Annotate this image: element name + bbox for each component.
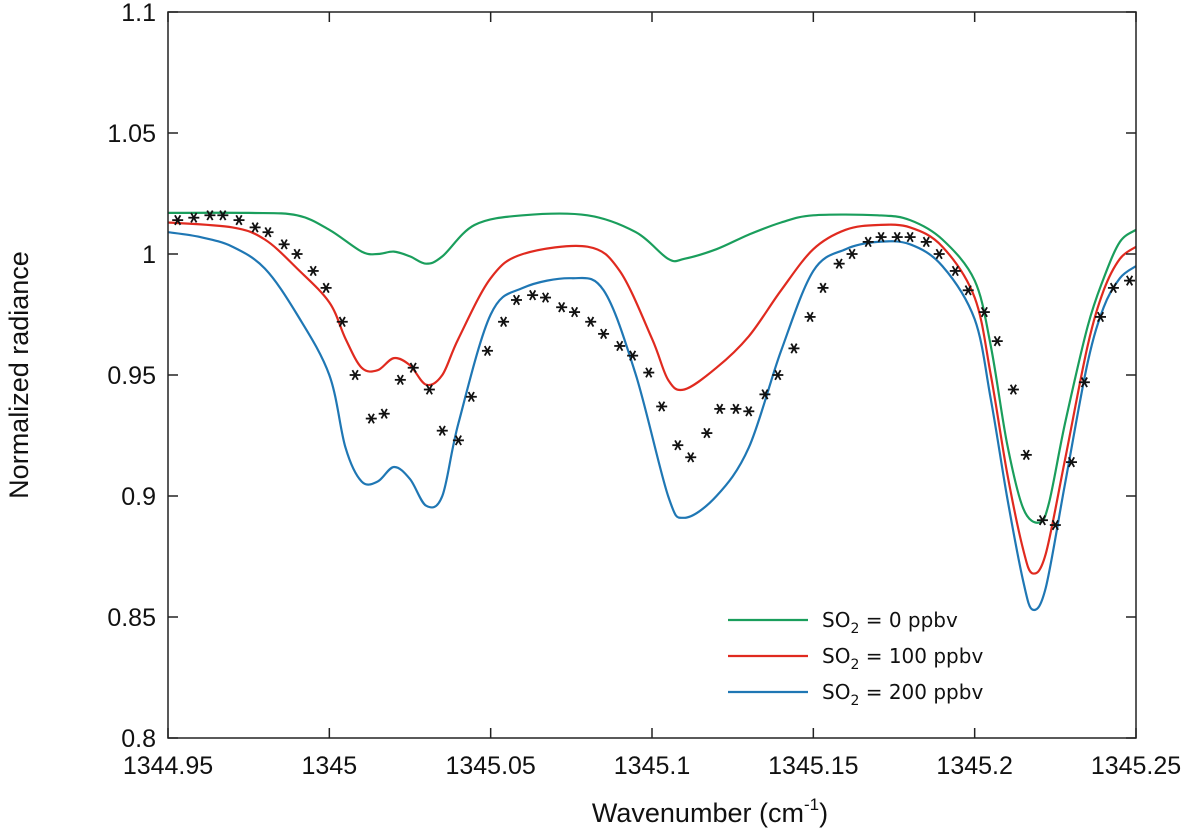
x-tick-label: 1344.95: [123, 752, 213, 780]
observation-point: [772, 369, 784, 381]
observation-point: [1078, 377, 1090, 388]
observation-point: [643, 367, 655, 378]
observation-point: [510, 294, 522, 306]
observation-point: [423, 384, 435, 395]
observation-point: [188, 212, 200, 223]
observation-point: [452, 435, 464, 446]
observation-point: [804, 311, 816, 323]
observation-point: [1036, 514, 1048, 526]
observation-point: [465, 391, 477, 402]
observation-point: [1065, 456, 1077, 468]
observation-point: [743, 406, 755, 417]
x-axis: 1344.95 1345 1345.05 1345.1 1345.15 1345.2 134…: [123, 12, 1181, 780]
observation-point: [1049, 519, 1061, 531]
y-tick-label: 0.85: [107, 604, 156, 632]
observation-point: [891, 231, 903, 243]
observation-point: [730, 403, 742, 415]
observation-point: [394, 374, 406, 386]
observation-point: [933, 248, 945, 260]
x-tick-label: 1345.05: [445, 752, 535, 780]
observation-point: [291, 248, 303, 260]
observation-point: [759, 389, 771, 400]
observation-point: [598, 328, 610, 340]
observation-point: [365, 413, 377, 424]
observation-point: [978, 306, 990, 318]
x-tick-label: 1345: [302, 752, 358, 780]
x-tick-label: 1345.15: [768, 752, 858, 780]
observation-point: [1095, 311, 1107, 323]
observation-point: [991, 335, 1003, 347]
observation-point: [349, 369, 361, 381]
observation-point: [656, 401, 668, 412]
y-tick-label: 1: [142, 241, 156, 269]
observation-point: [407, 362, 419, 373]
observation-point: [233, 214, 245, 226]
observation-point: [262, 227, 274, 238]
x-tick-label: 1345.1: [614, 752, 690, 780]
x-tick-label: 1345.25: [1091, 752, 1181, 780]
observation-point: [172, 214, 184, 226]
x-axis-label: Wavenumber (cm-1): [592, 795, 828, 828]
observation-point: [556, 302, 568, 313]
observation-point: [714, 403, 726, 415]
observation-point: [249, 222, 261, 233]
series-line-2: [168, 231, 1136, 612]
observation-point: [949, 265, 961, 277]
y-tick-label: 1.1: [121, 0, 156, 27]
y-axis: 0.8 0.85 0.9 0.95 1 1.05 1.1: [107, 0, 1136, 753]
observation-point: [378, 408, 390, 419]
observation-point: [307, 265, 319, 277]
observation-point: [788, 343, 800, 354]
legend-label-0: SO2 = 0 ppbv: [822, 608, 958, 637]
observation-point: [1137, 278, 1148, 288]
observation-point: [1007, 384, 1019, 395]
observation-point: [436, 425, 448, 436]
x-tick-label: 1345.2: [936, 752, 1012, 780]
legend: SO2 = 0 ppbv SO2 = 100 ppbv SO2 = 200 ppbv: [728, 608, 983, 709]
observation-point: [1124, 275, 1136, 286]
observation-point: [904, 231, 916, 243]
observation-point: [833, 258, 845, 269]
observation-point: [627, 350, 639, 361]
observation-point: [875, 231, 887, 243]
legend-label-1: SO2 = 100 ppbv: [822, 644, 983, 673]
legend-label-2: SO2 = 200 ppbv: [822, 680, 983, 709]
x-axis-label-superscript: -1: [804, 795, 819, 814]
observation-point: [498, 316, 510, 327]
y-tick-label: 0.8: [121, 725, 156, 753]
observation-point: [685, 452, 697, 463]
observation-point: [862, 236, 874, 248]
y-axis-label: Normalized radiance: [4, 251, 34, 499]
observation-point: [204, 210, 216, 221]
observation-point: [569, 306, 581, 318]
observation-point: [336, 316, 348, 327]
observation-point: [701, 427, 713, 439]
x-axis-label-tail: ): [819, 798, 828, 828]
series-line-0: [168, 211, 1136, 524]
observation-point: [672, 439, 684, 451]
observation-point: [527, 289, 539, 301]
observation-point: [585, 316, 597, 327]
observation-point: [278, 239, 290, 250]
observation-point: [1107, 282, 1119, 294]
observation-point: [217, 210, 229, 221]
x-axis-label-main: Wavenumber (cm: [592, 798, 804, 828]
y-tick-label: 0.9: [121, 483, 156, 511]
observation-point: [817, 282, 829, 294]
observation-point: [920, 236, 932, 248]
y-tick-label: 1.05: [107, 120, 156, 148]
y-tick-label: 0.95: [107, 362, 156, 390]
observation-point: [481, 345, 493, 357]
observation-point: [540, 292, 552, 303]
observation-point: [846, 248, 858, 260]
observation-point: [1020, 449, 1032, 461]
observation-point: [962, 285, 974, 296]
observation-markers: [172, 210, 1148, 531]
series-layer: [168, 211, 1136, 612]
observation-point: [320, 282, 332, 294]
observation-point: [614, 340, 626, 352]
series-line-1: [168, 221, 1136, 575]
